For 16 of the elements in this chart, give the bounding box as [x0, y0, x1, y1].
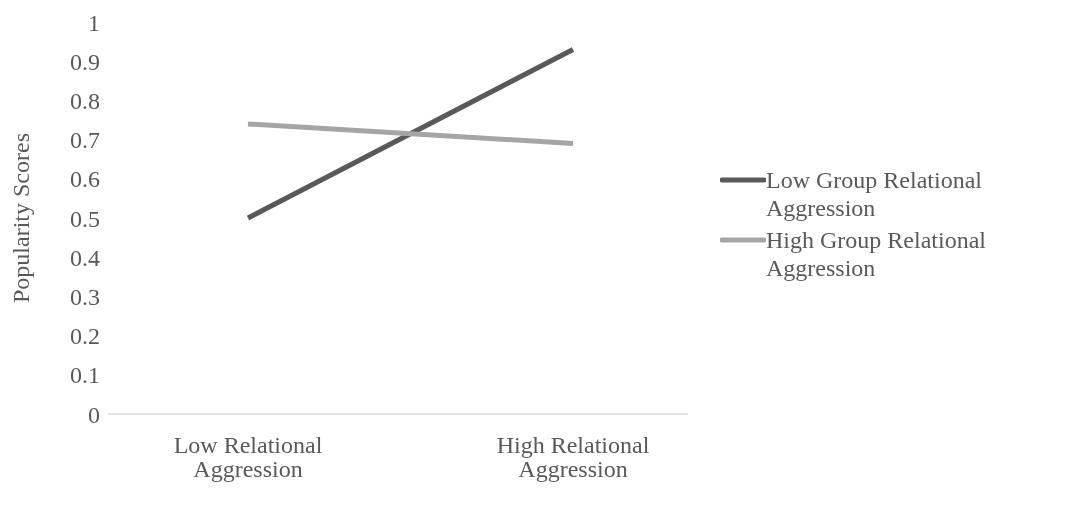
y-tick-label: 0.2 [70, 323, 100, 350]
x-tick-label: High Relational Aggression [496, 432, 650, 483]
y-tick-label: 0 [88, 401, 100, 428]
legend-label: High Group Relational Aggression [766, 226, 987, 282]
y-tick-label: 0.9 [70, 48, 100, 75]
x-tick-label: Low Relational Aggression [173, 432, 323, 483]
y-tick-label: 0.5 [70, 205, 100, 232]
y-tick-label: 1 [88, 9, 100, 36]
y-tick-label: 0.7 [70, 127, 100, 154]
y-tick-label: 0.6 [70, 166, 100, 193]
y-tick-label: 0.4 [70, 244, 100, 271]
y-axis-title: Popularity Scores [7, 133, 34, 303]
y-tick-label: 0.8 [70, 87, 100, 114]
y-tick-label: 0.3 [70, 283, 100, 310]
y-tick-label: 0.1 [70, 362, 100, 389]
legend-label: Low Group Relational Aggression [766, 166, 983, 222]
